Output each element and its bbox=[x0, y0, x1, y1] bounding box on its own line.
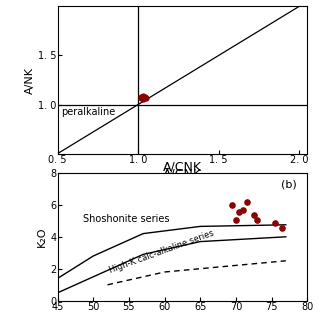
Text: A/CNK: A/CNK bbox=[163, 160, 202, 173]
Text: peralkaline: peralkaline bbox=[61, 108, 115, 117]
Point bbox=[244, 199, 249, 204]
Point bbox=[280, 225, 285, 230]
Point bbox=[139, 95, 144, 100]
Point bbox=[251, 212, 256, 218]
Y-axis label: K₂O: K₂O bbox=[37, 227, 47, 247]
Point bbox=[141, 96, 146, 101]
Text: High-K calc-alkaline series: High-K calc-alkaline series bbox=[108, 229, 215, 275]
Point bbox=[140, 96, 146, 101]
Point bbox=[140, 93, 146, 98]
Point bbox=[233, 218, 238, 223]
Text: Shoshonite series: Shoshonite series bbox=[83, 214, 169, 224]
Text: (b): (b) bbox=[282, 179, 297, 189]
Point bbox=[230, 202, 235, 207]
Point bbox=[142, 94, 147, 99]
Point bbox=[255, 218, 260, 223]
Y-axis label: A/NK: A/NK bbox=[25, 67, 35, 93]
Point bbox=[240, 207, 245, 212]
Point bbox=[273, 221, 278, 226]
X-axis label: A/CNK: A/CNK bbox=[163, 168, 202, 181]
Point bbox=[237, 209, 242, 214]
Point bbox=[144, 95, 149, 100]
Point bbox=[139, 94, 144, 99]
